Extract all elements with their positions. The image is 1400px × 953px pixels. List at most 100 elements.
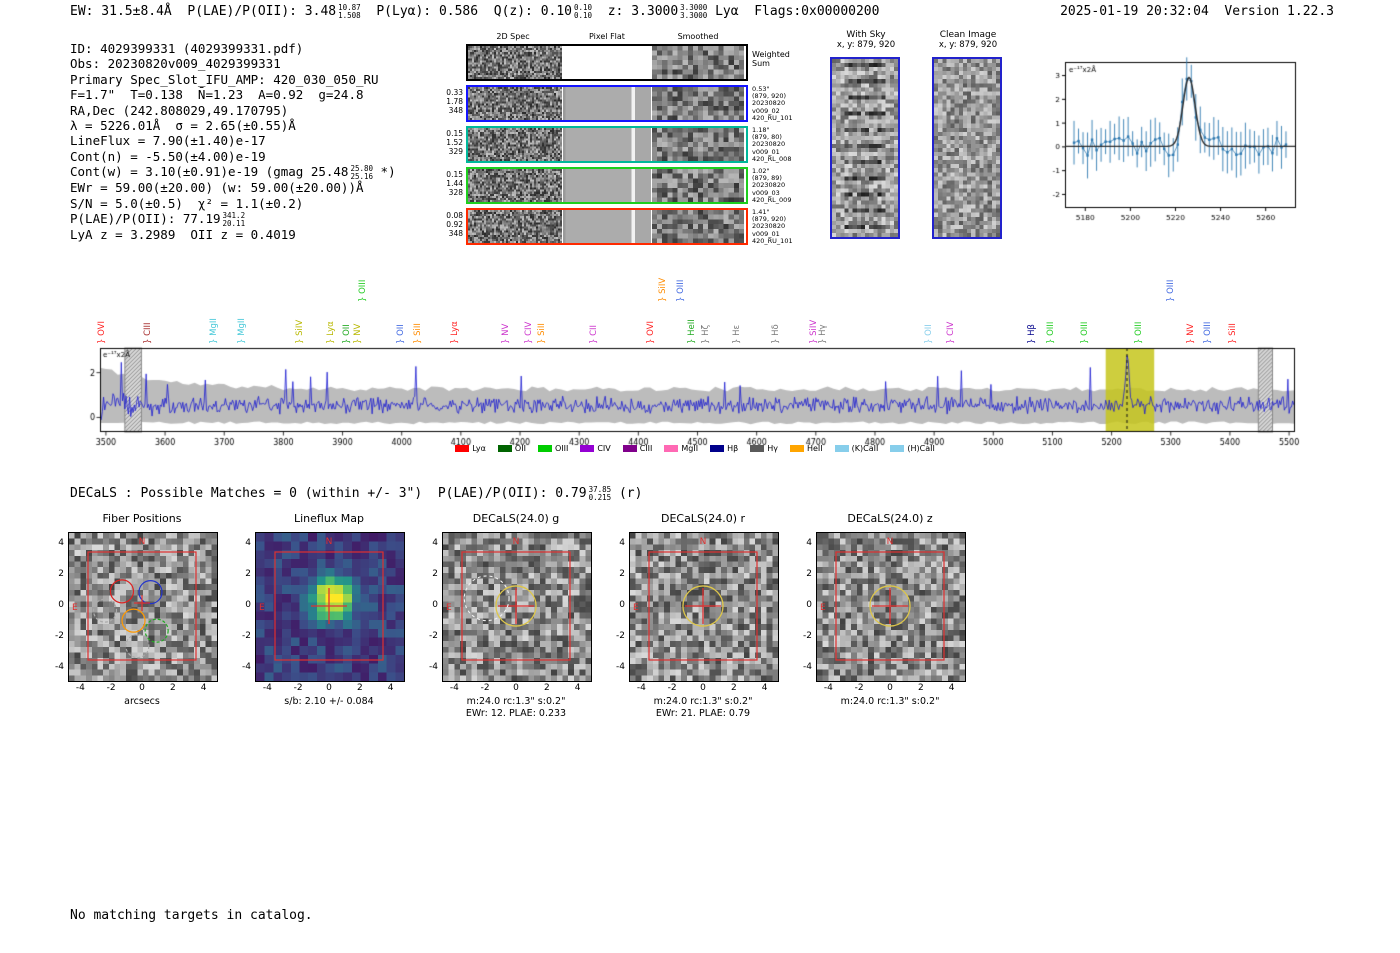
- row-weight-labels: 0.15 1.52 329: [446, 129, 463, 156]
- emission-line-label: } MgII: [237, 318, 248, 344]
- emission-line-label: } Lyα: [326, 321, 337, 344]
- emission-line-label: } Hδ: [771, 324, 782, 344]
- legend-item: (K)CaII: [834, 444, 878, 453]
- stacked-fraction: 3.3000 3.3000: [680, 3, 708, 20]
- emission-line-label: } SiII: [412, 323, 423, 344]
- cutout-ytick: -4: [803, 661, 812, 672]
- cutout-xtick: 0: [887, 683, 893, 693]
- cutout-image: [442, 532, 592, 682]
- cutout-xtick: 4: [574, 683, 581, 693]
- cutout-xtick: -2: [854, 683, 864, 693]
- legend-item: Hβ: [710, 444, 738, 453]
- info-line: P(LAE)/P(OII): 77.19 341.2 20.11: [70, 211, 246, 228]
- 2d-spec-column-header: 2D Spec: [496, 32, 530, 41]
- cutout-ytick: 0: [58, 600, 64, 610]
- legend-swatch: [789, 445, 804, 452]
- smoothed-column-header: Smoothed: [677, 32, 719, 41]
- cutout-plae-line: EWr: 12. PLAE: 0.233: [465, 708, 567, 719]
- legend-label: HeII: [806, 444, 823, 453]
- emission-line-label: } NV: [1185, 323, 1196, 344]
- clean-image-cutout: Clean Image x, y: 879, 920: [926, 30, 1010, 239]
- cutout-title: DECaLS(24.0) r: [660, 512, 746, 525]
- info-line: Cont(w) = 3.10(±0.91)e-19 (gmag 25.48 25.…: [70, 164, 396, 181]
- smoothed-image: [652, 128, 744, 161]
- cutout-xtick: 4: [761, 683, 768, 693]
- emission-line-label: } SiIV: [294, 319, 305, 344]
- stacked-fraction: 37.85 0.215: [588, 485, 612, 502]
- cutout-ytick: 4: [619, 538, 625, 549]
- cutout-xtick: -2: [667, 683, 677, 693]
- catalog-note-line: No matching targets in catalog.: [70, 908, 313, 923]
- cutout-ytick: 2: [58, 569, 64, 580]
- field-box: [835, 551, 945, 661]
- legend-swatch: [890, 445, 905, 452]
- row-weight-labels: 0.15 1.44 328: [446, 170, 463, 197]
- compass-north-label: N: [887, 537, 894, 547]
- compass-north-label: N: [326, 537, 333, 547]
- compass-east-label: E: [446, 603, 452, 613]
- smoothed-image: [652, 210, 744, 243]
- decals-match-line: DECaLS : Possible Matches = 0 (within +/…: [70, 485, 643, 502]
- legend-item: Hγ: [750, 444, 778, 453]
- emission-line-label: } OIII: [1166, 279, 1177, 302]
- legend-swatch: [497, 445, 512, 452]
- cutout-overlay: NE: [72, 537, 197, 661]
- row-weight-labels: 0.33 1.78 348: [446, 88, 463, 115]
- legend-item: OIII: [537, 444, 568, 453]
- legend-item: CIV: [580, 444, 611, 453]
- fiber-circle: [125, 633, 150, 659]
- cutout-panels: Fiber Positions N E 4 2 0 -2 -4 -4 -2 0 2 4 arcsecs Li…: [55, 508, 1070, 728]
- emission-line-label: } OII: [395, 324, 406, 344]
- clean-image: [932, 57, 1002, 239]
- cutout-xtick: -4: [75, 683, 85, 693]
- legend-label: OII: [514, 444, 526, 453]
- aperture-circle: [869, 585, 911, 627]
- line-fit-chart: [1040, 52, 1305, 230]
- cutout-ytick: -2: [429, 630, 438, 641]
- emission-line-label: } SiIV: [658, 277, 669, 302]
- full-spectrum-chart: } OVI} CIII} MgII} MgII} SiIV} Lyα} OII}…: [85, 268, 1305, 478]
- compass-east-label: E: [633, 603, 639, 613]
- catalog-notes: No matching targets in catalog. Row inte…: [70, 876, 313, 953]
- neighbor-dashed-circle: [463, 575, 510, 622]
- emission-line-label: } Hε: [732, 324, 742, 344]
- emission-line-label: } OVI: [646, 321, 657, 344]
- cutout-xlabel: m:24.0 rc:1.3" s:0.2": [466, 696, 566, 707]
- legend-swatch: [622, 445, 637, 452]
- cutout-xtick: 0: [326, 683, 332, 693]
- stacked-fraction: 25.80 25.16: [350, 164, 374, 181]
- emission-line-label: } SiII: [537, 323, 548, 344]
- stacked-fraction: 341.2 20.11: [222, 211, 246, 228]
- cutout-ytick: 4: [806, 538, 812, 549]
- with-sky-coords: x, y: 879, 920: [836, 40, 896, 50]
- pixel-flat-image: [563, 87, 651, 120]
- cutout-image: [629, 532, 779, 682]
- info-line: F=1.7" T=0.138 N̄=1.23 A=0.92 g=24.8: [70, 87, 364, 103]
- emission-line-label: } Hγ: [818, 324, 829, 344]
- 2d-spec-image: [468, 46, 562, 79]
- legend-swatch: [580, 445, 595, 452]
- smoothed-image: [652, 169, 744, 202]
- cutout-overlay: NE: [259, 537, 384, 661]
- info-line: LineFlux = 7.90(±1.40)e-17: [70, 133, 266, 149]
- info-line: S/N = 5.0(±0.5) χ² = 1.1(±0.2): [70, 195, 304, 211]
- legend-label: MgII: [681, 444, 699, 453]
- 2d-spectra-panel: 2D Spec Pixel Flat Smoothed 0.33 1.78 348 0…: [440, 28, 810, 260]
- cutout-xtick: -4: [636, 683, 646, 693]
- pixel-flat-image: [563, 128, 651, 161]
- cutout-ytick: 2: [806, 569, 812, 580]
- emission-line-label: } NV: [352, 323, 363, 344]
- aperture-circle: [682, 585, 724, 627]
- cutout-xlabel: m:24.0 rc:1.3" s:0.2": [653, 696, 753, 707]
- info-line: Cont(n) = -5.50(±4.00)e-19: [70, 148, 266, 164]
- fiber-circle: [144, 618, 169, 643]
- emission-line-label: } CIV: [946, 321, 957, 344]
- emission-line-label: } Lyα: [450, 321, 461, 344]
- legend-label: CIII: [639, 444, 653, 453]
- cutout-title: DECaLS(24.0) g: [472, 512, 560, 525]
- stacked-fraction: 10.87 1.508: [338, 3, 361, 20]
- row-annotation: 0.53" (879, 920) 20230820 v009_02 420_RU…: [752, 85, 793, 122]
- emission-line-label: } MgII: [209, 318, 220, 344]
- with-sky-cutout: With Sky x, y: 879, 920: [826, 30, 906, 239]
- cutout-ytick: 4: [245, 538, 251, 549]
